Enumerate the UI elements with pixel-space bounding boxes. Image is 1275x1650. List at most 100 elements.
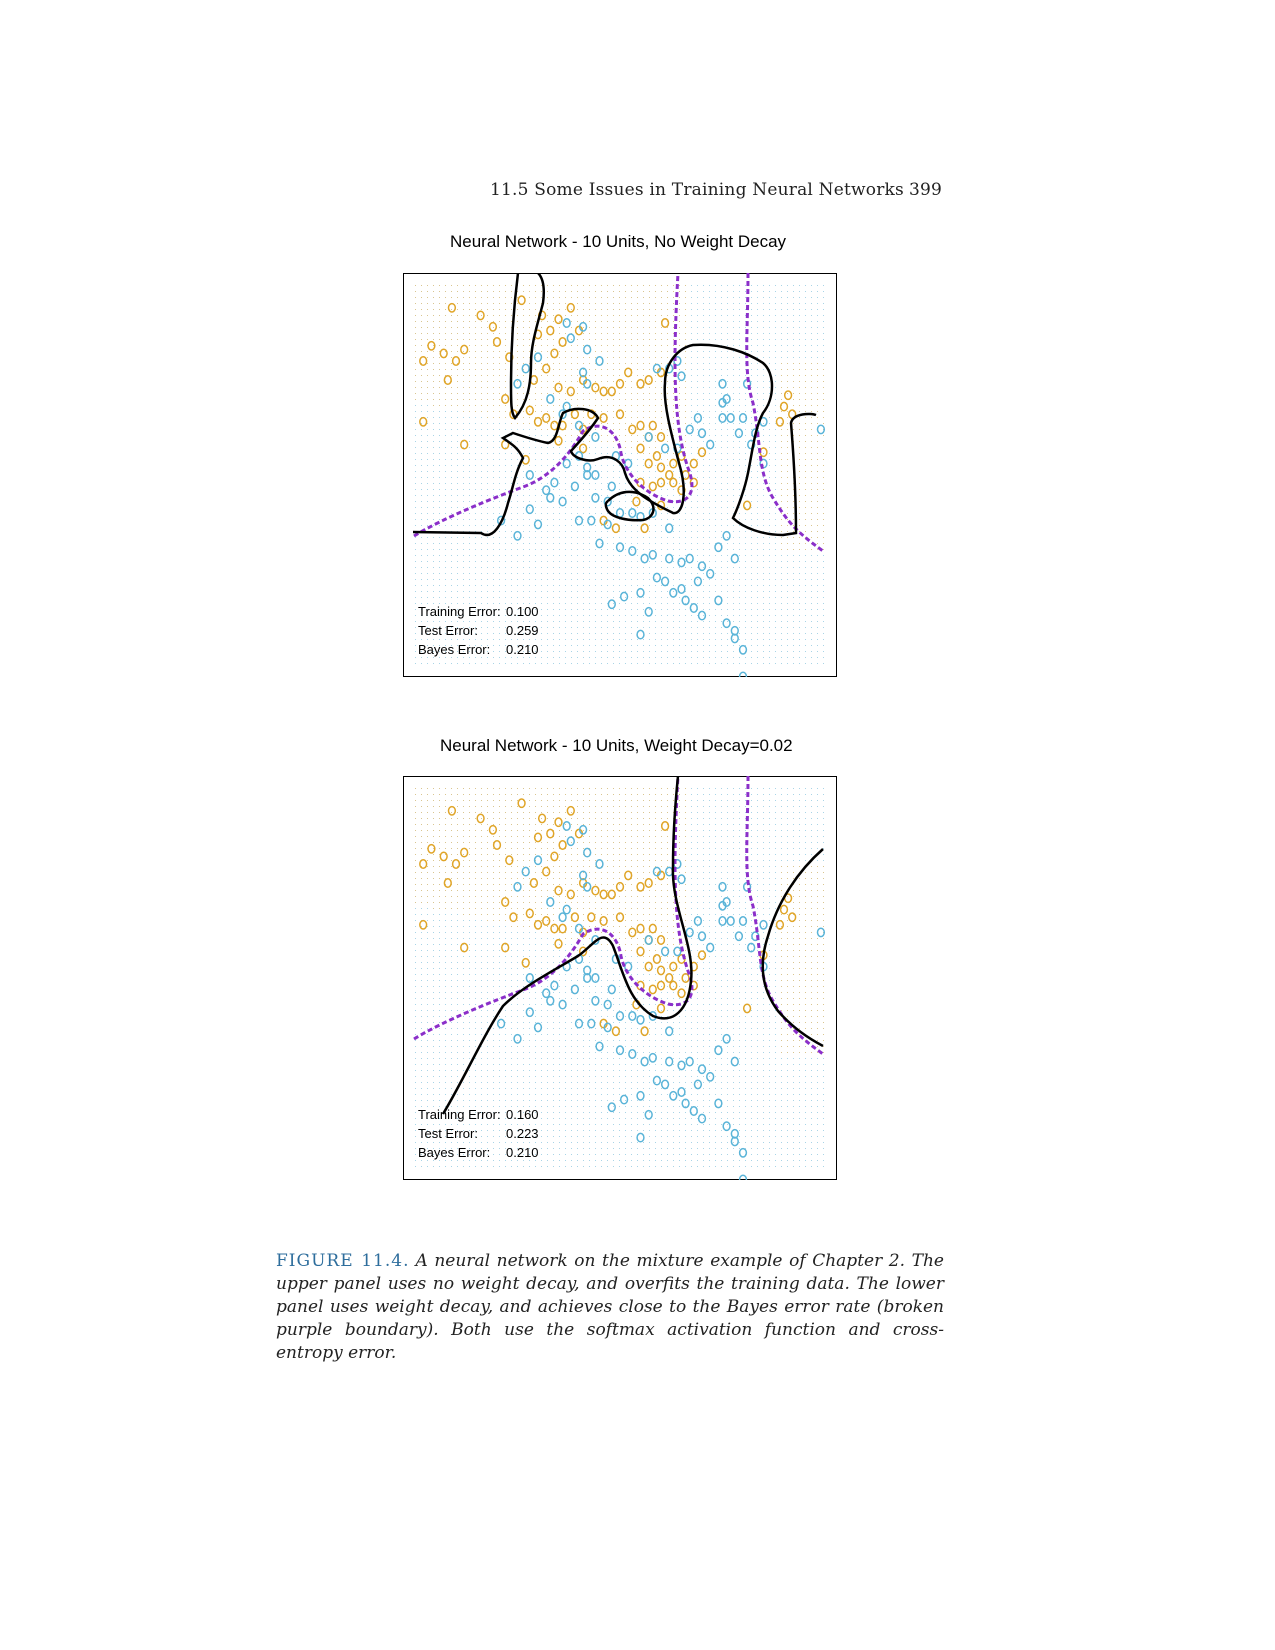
grid-dot (799, 459, 800, 460)
grid-dot (607, 339, 608, 340)
grid-dot (775, 513, 776, 514)
grid-dot (619, 657, 620, 658)
grid-dot (535, 477, 536, 478)
grid-dot (577, 543, 578, 544)
grid-dot (595, 579, 596, 580)
grid-dot (427, 555, 428, 556)
grid-dot (511, 423, 512, 424)
grid-dot (541, 585, 542, 586)
grid-dot (595, 297, 596, 298)
grid-dot (631, 609, 632, 610)
grid-dot (793, 321, 794, 322)
grid-dot (805, 303, 806, 304)
grid-dot (499, 471, 500, 472)
grid-dot (427, 561, 428, 562)
grid-dot (643, 303, 644, 304)
grid-dot (421, 567, 422, 568)
grid-dot (799, 657, 800, 658)
grid-dot (445, 393, 446, 394)
grid-dot (619, 423, 620, 424)
grid-dot (505, 297, 506, 298)
grid-dot (769, 459, 770, 460)
blue-point (681, 595, 690, 606)
grid-dot (643, 369, 644, 370)
grid-dot (811, 501, 812, 502)
grid-dot (439, 1100, 440, 1101)
grid-dot (823, 363, 824, 364)
grid-dot (445, 902, 446, 903)
grid-dot (463, 621, 464, 622)
grid-dot (745, 519, 746, 520)
grid-dot (559, 609, 560, 610)
grid-dot (661, 327, 662, 328)
grid-dot (457, 603, 458, 604)
grid-dot (823, 291, 824, 292)
grid-dot (715, 573, 716, 574)
grid-dot (589, 567, 590, 568)
grid-dot (799, 441, 800, 442)
grid-dot (589, 627, 590, 628)
grid-dot (541, 489, 542, 490)
grid-dot (547, 357, 548, 358)
grid-dot (433, 549, 434, 550)
grid-dot (427, 351, 428, 352)
orange-point (554, 382, 563, 393)
grid-dot (511, 609, 512, 610)
grid-dot (457, 525, 458, 526)
grid-dot (691, 471, 692, 472)
grid-dot (433, 1112, 434, 1113)
grid-dot (631, 663, 632, 664)
grid-dot (487, 597, 488, 598)
grid-dot (511, 597, 512, 598)
orange-point (439, 348, 448, 359)
grid-dot (439, 423, 440, 424)
grid-dot (769, 525, 770, 526)
grid-dot (805, 483, 806, 484)
grid-dot (655, 303, 656, 304)
grid-dot (535, 651, 536, 652)
grid-dot (457, 657, 458, 658)
grid-dot (769, 573, 770, 574)
grid-dot (787, 483, 788, 484)
grid-dot (595, 291, 596, 292)
grid-dot (481, 591, 482, 592)
grid-dot (811, 447, 812, 448)
grid-dot (811, 657, 812, 658)
grid-dot (565, 405, 566, 406)
grid-dot (811, 591, 812, 592)
grid-dot (421, 914, 422, 915)
grid-dot (775, 627, 776, 628)
grid-dot (661, 465, 662, 466)
grid-dot (817, 627, 818, 628)
grid-dot (571, 579, 572, 580)
grid-dot (817, 573, 818, 574)
grid-dot (469, 351, 470, 352)
grid-dot (655, 579, 656, 580)
grid-dot (475, 435, 476, 436)
grid-dot (481, 603, 482, 604)
grid-dot (463, 507, 464, 508)
grid-dot (733, 621, 734, 622)
grid-dot (427, 621, 428, 622)
grid-dot (583, 291, 584, 292)
grid-dot (427, 968, 428, 969)
grid-dot (499, 303, 500, 304)
grid-dot (445, 369, 446, 370)
orange-point (640, 523, 649, 534)
grid-dot (535, 309, 536, 310)
grid-dot (817, 519, 818, 520)
grid-dot (673, 453, 674, 454)
grid-dot (607, 489, 608, 490)
grid-dot (595, 483, 596, 484)
grid-dot (505, 597, 506, 598)
grid-dot (691, 615, 692, 616)
grid-dot (517, 549, 518, 550)
blue-point (685, 424, 694, 435)
grid-dot (511, 507, 512, 508)
grid-dot (553, 345, 554, 346)
grid-dot (613, 327, 614, 328)
grid-dot (673, 399, 674, 400)
grid-dot (433, 890, 434, 891)
grid-dot (463, 435, 464, 436)
grid-dot (451, 435, 452, 436)
